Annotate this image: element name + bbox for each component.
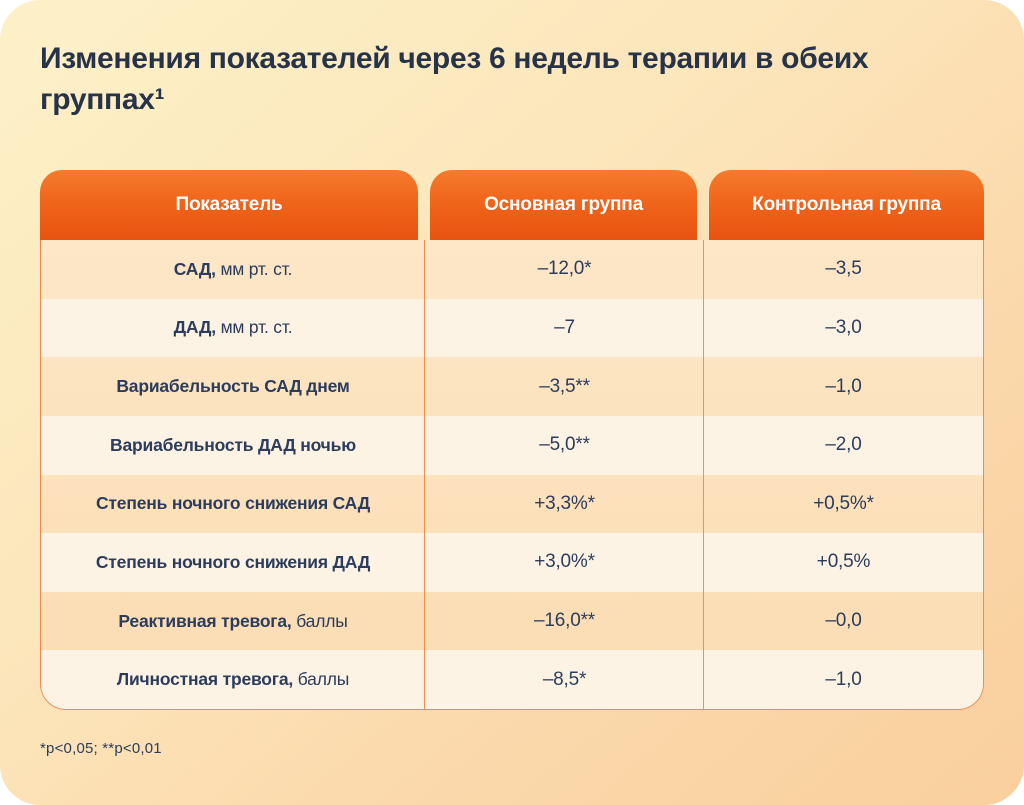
main-group-value: –3,5** <box>539 375 590 397</box>
table-row: САД, мм рт. ст. –12,0* –3,5 <box>41 240 983 299</box>
control-group-value: –1,0 <box>825 375 862 397</box>
indicator-name: Личностная тревога, <box>116 669 294 690</box>
indicator-cell: Личностная тревога, баллы <box>41 650 425 709</box>
control-group-value: –2,0 <box>825 434 862 456</box>
control-group-value: +0,5% <box>816 551 871 573</box>
significance-footnote: *p<0,05; **p<0,01 <box>40 740 162 757</box>
control-group-value: –0,0 <box>825 610 862 632</box>
indicator-unit: баллы <box>293 669 350 690</box>
indicator-name: Реактивная тревога, <box>118 610 292 631</box>
table-header-row: Показатель Основная группа Контрольная г… <box>40 170 984 240</box>
table-row: Реактивная тревога, баллы –16,0** –0,0 <box>41 592 983 651</box>
indicator-cell: Вариабельность САД днем <box>41 357 425 416</box>
indicator-cell: Степень ночного снижения САД <box>41 475 425 534</box>
column-header-control-group: Контрольная группа <box>709 170 984 240</box>
indicator-cell: Степень ночного снижения ДАД <box>41 533 425 592</box>
table-body: САД, мм рт. ст. –12,0* –3,5 ДАД, мм рт. … <box>40 240 984 710</box>
column-header-main-group: Основная группа <box>430 170 697 240</box>
indicator-cell: Реактивная тревога, баллы <box>41 592 425 651</box>
results-table: Показатель Основная группа Контрольная г… <box>40 170 984 710</box>
page-title: Изменения показателей через 6 недель тер… <box>40 42 869 117</box>
control-group-value: –3,5 <box>825 258 862 280</box>
table-row: Вариабельность САД днем –3,5** –1,0 <box>41 357 983 416</box>
table-row: Вариабельность ДАД ночью –5,0** –2,0 <box>41 415 983 475</box>
indicator-cell: САД, мм рт. ст. <box>41 240 425 299</box>
indicator-unit: мм рт. ст. <box>215 258 293 279</box>
column-header-indicator: Показатель <box>40 170 418 240</box>
indicator-unit: баллы <box>291 610 348 631</box>
table-row: ДАД, мм рт. ст. –7 –3,0 <box>41 298 983 358</box>
main-group-value: +3,3%* <box>534 492 595 514</box>
control-group-value: –1,0 <box>825 668 862 690</box>
column-divider <box>703 240 704 709</box>
table-row: Степень ночного снижения ДАД +3,0%* +0,5… <box>41 533 983 592</box>
indicator-name: Степень ночного снижения ДАД <box>95 551 371 572</box>
indicator-cell: Вариабельность ДАД ночью <box>41 416 425 475</box>
main-group-value: +3,0%* <box>534 551 595 573</box>
indicator-name: САД, <box>173 258 216 279</box>
main-group-value: –5,0** <box>539 434 590 456</box>
indicator-name: Степень ночного снижения САД <box>95 493 370 514</box>
column-divider <box>424 240 425 709</box>
control-group-value: –3,0 <box>825 316 862 338</box>
indicator-cell: ДАД, мм рт. ст. <box>41 299 425 358</box>
indicator-name: Вариабельность САД днем <box>116 376 350 397</box>
main-group-value: –16,0** <box>534 610 595 632</box>
indicator-name: Вариабельность ДАД ночью <box>110 434 356 455</box>
indicator-unit: мм рт. ст. <box>215 317 293 338</box>
control-group-value: +0,5%* <box>813 492 874 514</box>
main-group-value: –8,5* <box>542 668 587 690</box>
main-group-value: –7 <box>554 316 575 338</box>
indicator-name: ДАД, <box>173 317 216 338</box>
table-row: Степень ночного снижения САД +3,3%* +0,5… <box>41 475 983 534</box>
main-group-value: –12,0* <box>537 258 592 280</box>
table-row: Личностная тревога, баллы –8,5* –1,0 <box>41 650 983 709</box>
